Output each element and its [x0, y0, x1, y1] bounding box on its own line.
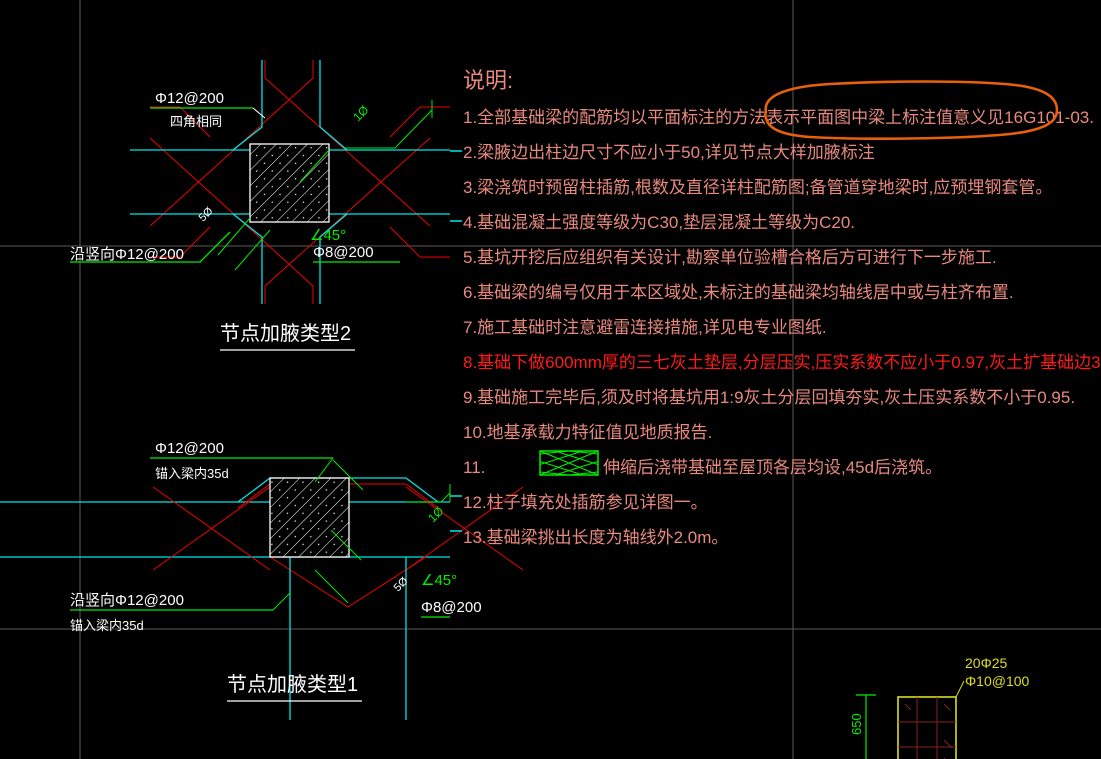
svg-text:节点加腋类型2: 节点加腋类型2 — [220, 322, 351, 345]
svg-text:8.基础下做600mm厚的三七灰土垫层,分层压实,压实系数不: 8.基础下做600mm厚的三七灰土垫层,分层压实,压实系数不应小于0.97,灰土… — [463, 353, 1101, 372]
svg-text:20Φ25: 20Φ25 — [965, 655, 1008, 671]
svg-text:节点加腋类型1: 节点加腋类型1 — [227, 673, 358, 696]
svg-text:锚入梁内35d: 锚入梁内35d — [70, 618, 144, 633]
svg-text:Φ12@200: Φ12@200 — [155, 90, 224, 107]
svg-text:12.柱子填充处插筋参见详图一。: 12.柱子填充处插筋参见详图一。 — [463, 493, 708, 512]
svg-text:Φ8@200: Φ8@200 — [313, 244, 374, 261]
svg-text:Φ10@100: Φ10@100 — [965, 673, 1030, 689]
svg-text:锚入梁内35d: 锚入梁内35d — [155, 466, 229, 481]
svg-text:沿竖向Φ12@200: 沿竖向Φ12@200 — [70, 246, 184, 263]
svg-text:∠45°: ∠45° — [310, 227, 346, 244]
svg-text:3.梁浇筑时预留柱插筋,根数及直径详柱配筋图;备管道穿地梁时: 3.梁浇筑时预留柱插筋,根数及直径详柱配筋图;备管道穿地梁时,应预埋钢套管。 — [463, 178, 1052, 197]
svg-text:6.基础梁的编号仅用于本区域处,未标注的基础梁均轴线居中或与: 6.基础梁的编号仅用于本区域处,未标注的基础梁均轴线居中或与柱齐布置. — [463, 283, 1014, 302]
svg-text:四角相同: 四角相同 — [170, 114, 222, 129]
svg-text:650: 650 — [849, 713, 864, 735]
svg-text:Φ12@200: Φ12@200 — [155, 440, 224, 457]
svg-text:沿竖向Φ12@200: 沿竖向Φ12@200 — [70, 592, 184, 609]
svg-text:说明:: 说明: — [463, 68, 513, 93]
svg-text:2.梁腋边出柱边尺寸不应小于50,详见节点大样加腋标注: 2.梁腋边出柱边尺寸不应小于50,详见节点大样加腋标注 — [463, 143, 875, 162]
svg-text:伸缩后浇带基础至屋顶各层均设,45d后浇筑。: 伸缩后浇带基础至屋顶各层均设,45d后浇筑。 — [603, 458, 942, 477]
svg-text:∠45°: ∠45° — [421, 572, 457, 589]
svg-text:Φ8@200: Φ8@200 — [421, 599, 482, 616]
svg-text:5.基坑开挖后应组织有关设计,勘察单位验槽合格后方可进行下一: 5.基坑开挖后应组织有关设计,勘察单位验槽合格后方可进行下一步施工. — [463, 248, 997, 267]
svg-text:1.全部基础梁的配筋均以平面标注的方法表示平面图中梁上标注值: 1.全部基础梁的配筋均以平面标注的方法表示平面图中梁上标注值意义见16G101-… — [463, 108, 1094, 127]
svg-text:10.地基承载力特征值见地质报告.: 10.地基承载力特征值见地质报告. — [463, 423, 712, 442]
svg-text:4.基础混凝土强度等级为C30,垫层混凝土等级为C20.: 4.基础混凝土强度等级为C30,垫层混凝土等级为C20. — [463, 213, 855, 232]
svg-text:9.基础施工完毕后,须及时将基坑用1:9灰土分层回填夯实,灰: 9.基础施工完毕后,须及时将基坑用1:9灰土分层回填夯实,灰土压实系数不小于0.… — [463, 388, 1075, 407]
svg-text:11.: 11. — [463, 458, 485, 477]
svg-text:13.基础梁挑出长度为轴线外2.0m。: 13.基础梁挑出长度为轴线外2.0m。 — [463, 528, 728, 547]
svg-text:7.施工基础时注意避雷连接措施,详见电专业图纸.: 7.施工基础时注意避雷连接措施,详见电专业图纸. — [463, 318, 827, 337]
